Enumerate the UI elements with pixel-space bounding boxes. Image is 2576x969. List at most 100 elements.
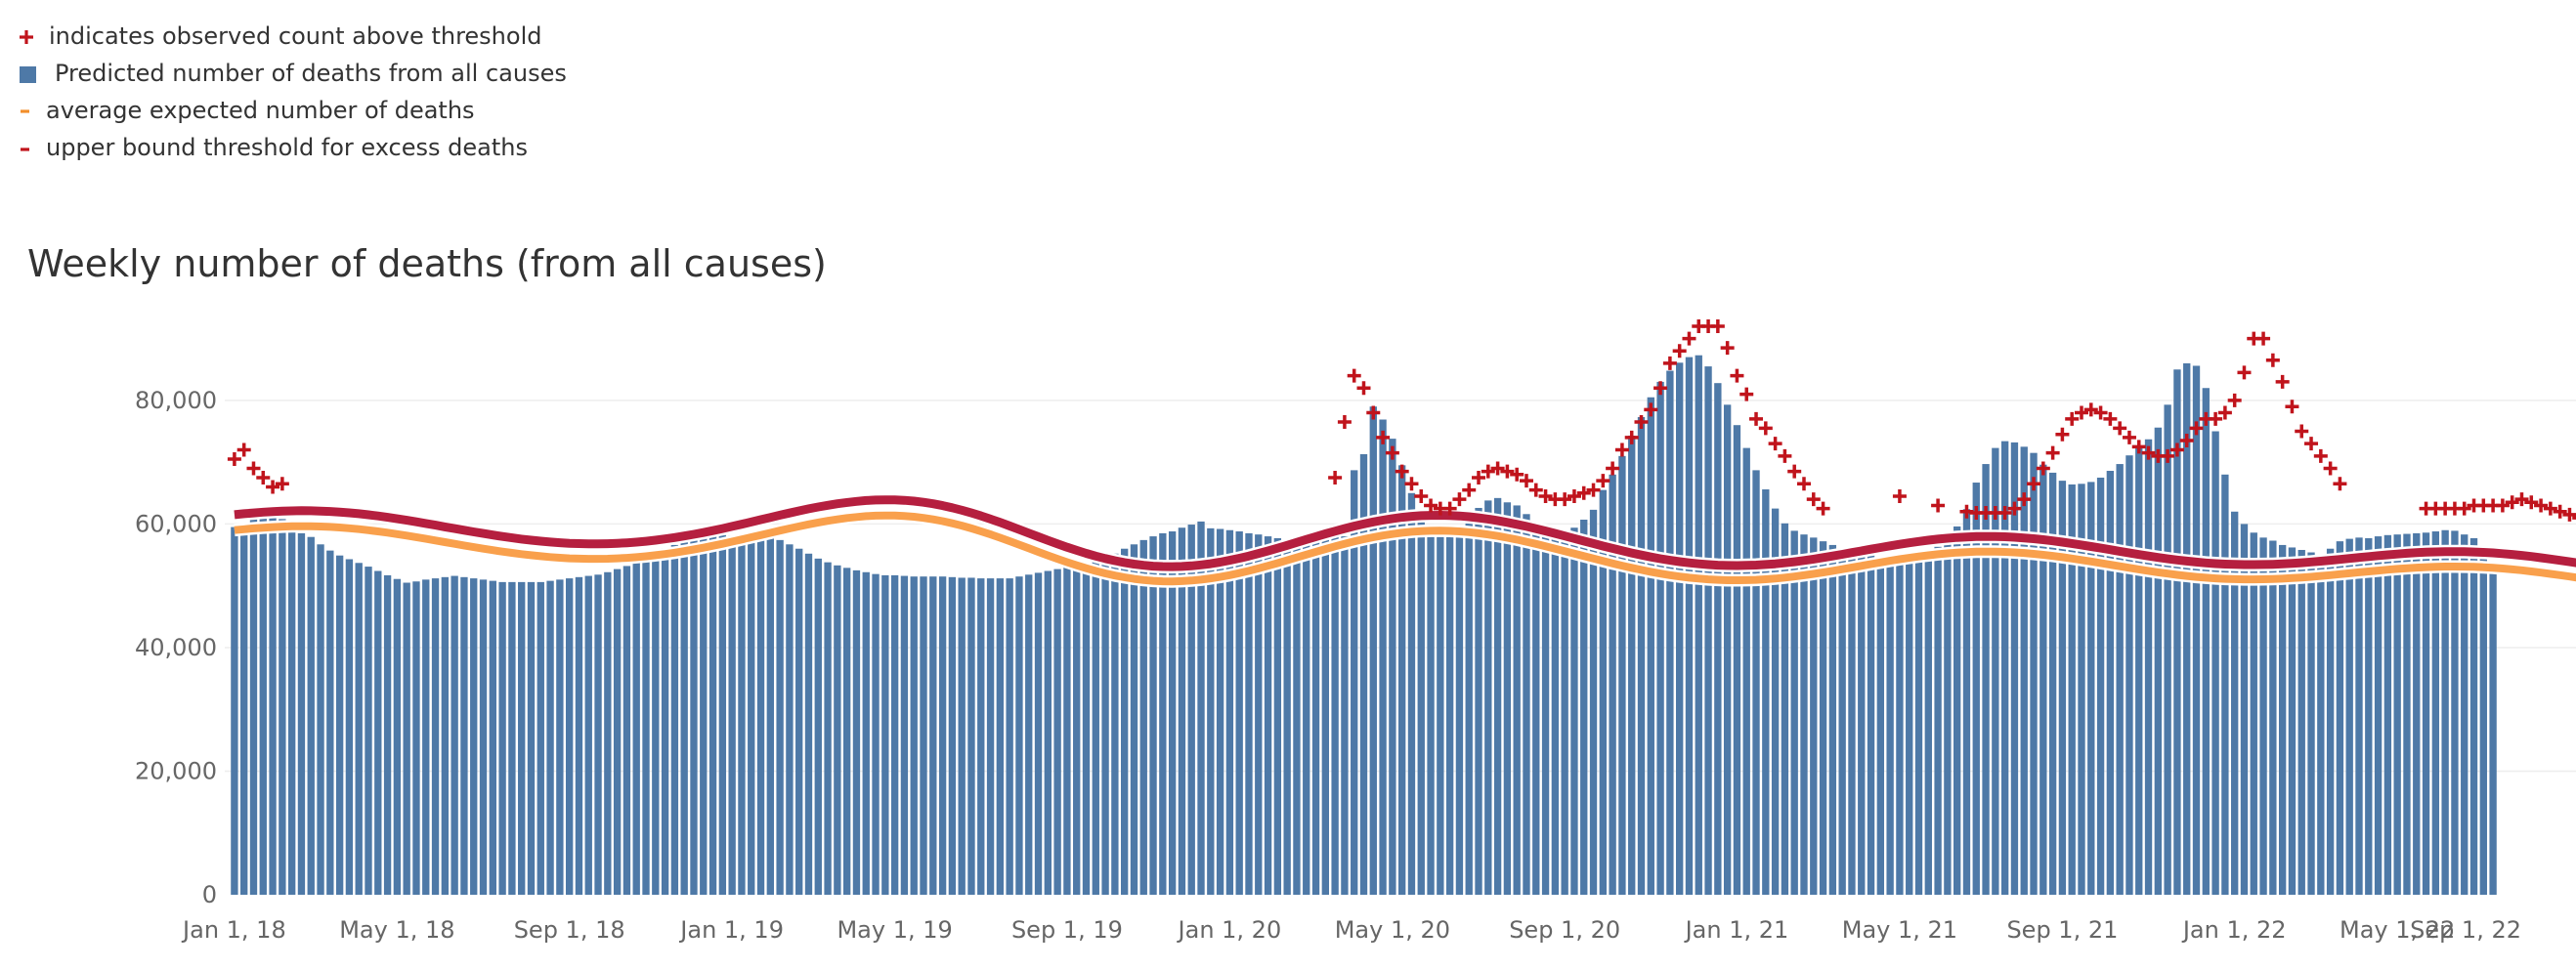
threshold-line (234, 495, 2576, 571)
bar (1437, 532, 1444, 895)
y-tick-label: 40,000 (135, 634, 217, 661)
bar (1235, 531, 1243, 895)
bar (977, 578, 985, 895)
bar (718, 534, 727, 895)
bar (1666, 370, 1674, 895)
bar (1053, 569, 1061, 895)
bar (1130, 544, 1138, 895)
bar (1676, 362, 1684, 895)
x-tick-label: Jan 1, 18 (181, 916, 286, 944)
bar (287, 527, 296, 895)
bars (231, 355, 2497, 896)
bar (1006, 578, 1013, 895)
bar (2345, 538, 2353, 895)
bar (2000, 441, 2009, 895)
plus-marker (2017, 492, 2032, 507)
bar (1819, 541, 1827, 895)
bar (1493, 497, 1502, 895)
plus-marker (1567, 488, 1581, 503)
bar (2278, 544, 2287, 895)
x-tick-label: May 1, 22 (2340, 916, 2455, 944)
bar (1599, 489, 1608, 895)
bar (1800, 534, 1808, 895)
bar (2048, 472, 2057, 895)
bar (2020, 446, 2028, 895)
plus-marker (2505, 495, 2519, 510)
plus-marker (1787, 464, 1802, 479)
bar (1187, 525, 1195, 895)
plus-marker (2131, 440, 2146, 454)
plus-marker (2161, 448, 2175, 463)
legend-label: average expected number of deaths (46, 97, 475, 124)
bar (642, 556, 650, 895)
bar (575, 576, 583, 895)
plus-marker (2179, 434, 2194, 448)
plus-marker (2275, 374, 2290, 389)
bar (1886, 558, 1894, 895)
bar (1063, 567, 1071, 895)
bar (766, 537, 774, 895)
bar (1341, 536, 1349, 895)
bar (2413, 532, 2421, 895)
bar (1389, 439, 1396, 895)
bar (1111, 553, 1119, 895)
bar (1293, 539, 1301, 895)
plus-marker (2457, 501, 2471, 516)
y-tick-label: 80,000 (135, 387, 217, 414)
y-axis: 0 20,000 40,000 60,000 80,000 (135, 387, 217, 908)
y-tick-label: 20,000 (135, 757, 217, 784)
bar (2154, 427, 2163, 895)
bar (680, 541, 688, 895)
bar (479, 579, 488, 895)
plus-marker-icon (16, 18, 55, 55)
plus-marker (1519, 474, 1533, 488)
plus-marker (2534, 498, 2549, 513)
bar (862, 571, 870, 895)
plus-marker (2209, 411, 2223, 426)
bar (345, 559, 354, 895)
bar (1906, 558, 1913, 895)
bar (2355, 537, 2363, 895)
plus-marker (1337, 415, 1352, 430)
bar (1207, 527, 1215, 895)
bar (441, 576, 450, 895)
plus-marker (1892, 488, 1907, 503)
bar (2202, 388, 2210, 896)
bar (804, 553, 813, 895)
plus-marker (1997, 506, 2012, 521)
bar (623, 566, 631, 895)
x-tick-label: Sep 1, 19 (1011, 916, 1123, 944)
plus-marker (1644, 402, 1658, 417)
x-tick-label: Jan 1, 22 (2181, 916, 2287, 944)
plus-marker (2572, 516, 2576, 520)
bar (1953, 526, 1961, 895)
bar (2307, 552, 2315, 895)
plus-marker (1653, 381, 1668, 396)
bar (1896, 559, 1904, 895)
plus-marker (1730, 368, 1744, 383)
bar (700, 536, 708, 895)
x-tick-label: May 1, 18 (339, 916, 454, 944)
plus-marker (2323, 461, 2338, 476)
bar (231, 527, 238, 895)
bar (2144, 439, 2153, 895)
bar (2087, 482, 2095, 895)
x-axis: Jan 1, 18 May 1, 18 Sep 1, 18 Jan 1, 19 May … (181, 916, 2521, 944)
bar (1714, 383, 1722, 896)
bar (1647, 397, 1654, 895)
plus-marker (2265, 353, 2280, 367)
bar (2192, 365, 2201, 895)
bar (1771, 508, 1780, 895)
plus-marker (1404, 477, 1419, 491)
bar (489, 580, 496, 895)
bar (2336, 541, 2344, 895)
plus-marker (2333, 477, 2347, 491)
bar (1781, 523, 1789, 895)
threshold-markers (227, 318, 2576, 522)
bar (1407, 492, 1416, 895)
bar (2297, 549, 2305, 895)
bar (1934, 546, 1942, 895)
bar (1523, 514, 1530, 895)
bar (1283, 540, 1291, 895)
plus-marker (1758, 421, 1773, 436)
